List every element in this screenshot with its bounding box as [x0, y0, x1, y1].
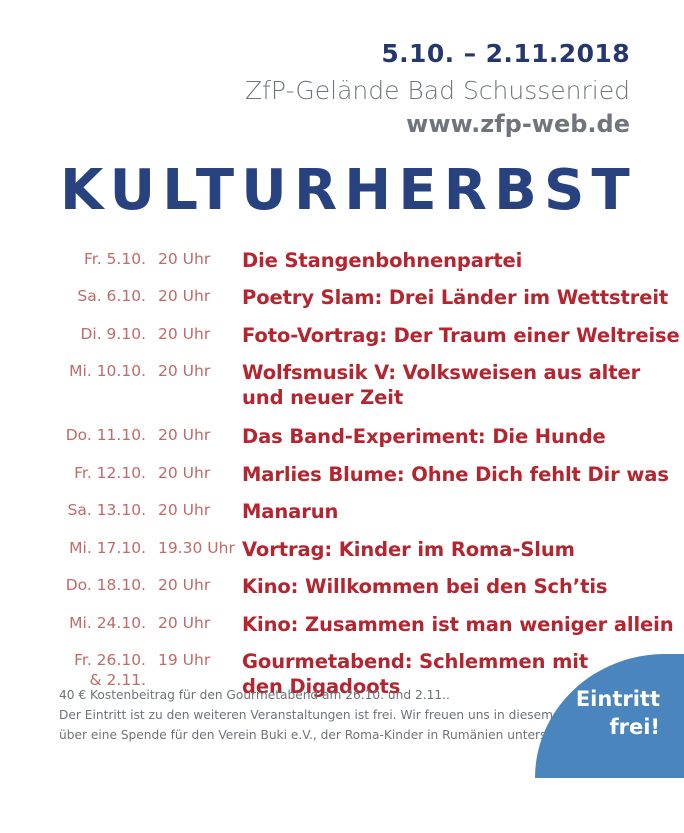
event-time: 20 Uhr [158, 501, 211, 520]
event-title-line1: Gourmetabend: Schlemmen mit [242, 649, 589, 673]
event-date-main: Mi. 24.10. [69, 613, 146, 632]
event-time: 19.30 Uhr [158, 538, 235, 557]
event-title-line2: den Digadoots [242, 674, 401, 698]
event-title-line1: Das Band-Experiment: Die Hunde [242, 425, 606, 449]
event-when: Mi. 10.10. 20 Uhr [0, 361, 240, 381]
event-date-main: Do. 11.10. [65, 426, 146, 445]
event-time: 20 Uhr [158, 250, 211, 268]
event-time: 20 Uhr [158, 463, 211, 482]
list-item: Mi. 17.10. 19.30 Uhr Vortrag: Kinder im … [0, 538, 684, 563]
header-date-range: 5.10. – 2.11.2018 [381, 39, 630, 68]
event-title-line1: Vortrag: Kinder im Roma-Slum [242, 537, 575, 561]
event-list: Fr. 5.10. 20 Uhr Die Stangenbohnenpartei… [0, 249, 684, 714]
event-title: Kino: Willkommen bei den Sch’tis [240, 575, 684, 600]
event-date-main: Fr. 5.10. [83, 250, 146, 268]
badge-line-1: Eintritt [575, 687, 660, 711]
event-when: Fr. 12.10. 20 Uhr [0, 463, 240, 483]
event-date-main: Sa. 6.10. [77, 287, 146, 306]
event-date-extra: & 2.11. [89, 671, 146, 690]
event-title: Wolfsmusik V: Volksweisen aus alter und … [240, 361, 684, 411]
footer-note: 40 € Kostenbeitrag für den Gourmetabend … [59, 686, 581, 745]
event-title: Poetry Slam: Drei Länder im Wettstreit [240, 286, 684, 311]
header-venue: ZfP-Gelände Bad Schussenried [244, 75, 630, 105]
event-date: Sa. 13.10. [58, 500, 147, 520]
event-title-line1: Kino: Zusammen ist man weniger allein [242, 612, 674, 636]
event-when: Fr. 5.10. 20 Uhr [0, 249, 240, 269]
event-date-main: Sa. 13.10. [67, 501, 147, 520]
event-date-main: Mi. 10.10. [69, 362, 146, 381]
list-item: Sa. 6.10. 20 Uhr Poetry Slam: Drei Lände… [0, 286, 684, 311]
list-item: Di. 9.10. 20 Uhr Foto-Vortrag: Der Traum… [0, 324, 684, 349]
event-date: Mi. 24.10. [58, 613, 146, 633]
event-when: Mi. 17.10. 19.30 Uhr [0, 538, 240, 558]
poster-header: 5.10. – 2.11.2018 ZfP-Gelände Bad Schuss… [0, 39, 630, 138]
event-when: Do. 11.10. 20 Uhr [0, 425, 240, 445]
event-date-main: Di. 9.10. [80, 324, 146, 343]
event-title-line1: Wolfsmusik V: Volksweisen aus alter [242, 361, 641, 385]
event-title: Kino: Zusammen ist man weniger allein [240, 613, 684, 638]
event-title-line1: Foto-Vortrag: Der Traum einer Weltreise [242, 323, 680, 347]
list-item: Do. 18.10. 20 Uhr Kino: Willkommen bei d… [0, 575, 684, 600]
header-website[interactable]: www.zfp-web.de [406, 109, 630, 138]
list-item: Do. 11.10. 20 Uhr Das Band-Experiment: D… [0, 425, 684, 450]
event-date-main: Do. 18.10. [65, 576, 146, 595]
event-title: Die Stangenbohnenpartei [240, 249, 684, 274]
event-time: 20 Uhr [158, 287, 211, 306]
event-date: Sa. 6.10. [58, 286, 146, 306]
event-date-main: Fr. 26.10. [74, 650, 146, 669]
event-title-line1: Die Stangenbohnenpartei [242, 249, 523, 272]
event-time: 19 Uhr [158, 650, 211, 669]
list-item: Fr. 5.10. 20 Uhr Die Stangenbohnenpartei [0, 249, 684, 274]
event-date: Mi. 10.10. [58, 361, 146, 381]
event-time: 20 Uhr [158, 426, 211, 445]
list-item: Fr. 26.10. & 2.11. 19 Uhr Gourmetabend: … [0, 650, 684, 700]
event-when: Sa. 13.10. 20 Uhr [0, 500, 240, 520]
footer-note-line-2: Der Eintritt ist zu den weiteren Veranst… [59, 707, 581, 722]
event-date: Fr. 26.10. & 2.11. [58, 650, 146, 691]
event-date: Do. 18.10. [58, 575, 146, 595]
event-title: Gourmetabend: Schlemmen mit den Digadoot… [240, 650, 684, 700]
badge-line-2: frei! [609, 715, 660, 740]
event-date: Di. 9.10. [58, 324, 146, 344]
event-time: 20 Uhr [158, 613, 211, 632]
event-time: 20 Uhr [158, 576, 211, 595]
event-title: Foto-Vortrag: Der Traum einer Weltreise [240, 324, 684, 349]
event-when: Di. 9.10. 20 Uhr [0, 324, 240, 344]
event-title-line1: Kino: Willkommen bei den Sch’tis [242, 575, 608, 599]
list-item: Fr. 12.10. 20 Uhr Marlies Blume: Ohne Di… [0, 463, 684, 488]
event-when: Fr. 26.10. & 2.11. 19 Uhr [0, 650, 240, 691]
event-title-line1: Poetry Slam: Drei Länder im Wettstreit [242, 286, 669, 310]
event-title: Vortrag: Kinder im Roma-Slum [240, 538, 684, 563]
event-title-line1: Manarun [242, 500, 339, 524]
event-date: Do. 11.10. [58, 425, 146, 445]
event-when: Mi. 24.10. 20 Uhr [0, 613, 240, 633]
event-title: Manarun [240, 500, 684, 525]
event-date: Fr. 5.10. [58, 249, 146, 269]
footer-note-line-3: über eine Spende für den Verein Buki e.V… [59, 727, 579, 742]
event-title: Das Band-Experiment: Die Hunde [240, 425, 684, 450]
event-title: Marlies Blume: Ohne Dich fehlt Dir was [240, 463, 684, 488]
list-item: Mi. 24.10. 20 Uhr Kino: Zusammen ist man… [0, 613, 684, 638]
event-when: Sa. 6.10. 20 Uhr [0, 286, 240, 306]
footer-note-line-1: 40 € Kostenbeitrag für den Gourmetabend … [59, 688, 450, 702]
event-date-main: Mi. 17.10. [69, 538, 146, 557]
page-title: KULTURHERBST [60, 158, 637, 223]
event-date: Mi. 17.10. [58, 538, 146, 558]
event-date-main: Fr. 12.10. [74, 463, 146, 482]
event-title-line1: Marlies Blume: Ohne Dich fehlt Dir was [242, 462, 669, 486]
list-item: Mi. 10.10. 20 Uhr Wolfsmusik V: Volkswei… [0, 361, 684, 411]
event-time: 20 Uhr [158, 362, 211, 381]
event-title-line2: und neuer Zeit [242, 386, 404, 410]
list-item: Sa. 13.10. 20 Uhr Manarun [0, 500, 684, 525]
event-date: Fr. 12.10. [58, 463, 146, 483]
event-when: Do. 18.10. 20 Uhr [0, 575, 240, 595]
event-time: 20 Uhr [158, 324, 211, 343]
